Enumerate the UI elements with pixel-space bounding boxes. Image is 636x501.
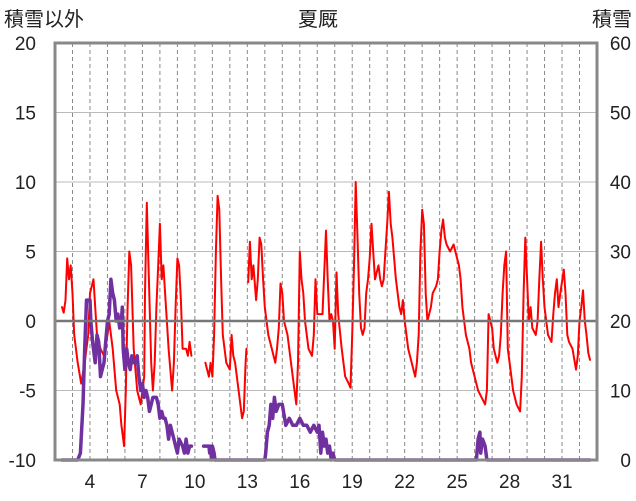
left-tick-label: 0 (25, 312, 36, 333)
left-tick-label: 20 (15, 34, 36, 55)
x-tick-label: 10 (184, 472, 205, 493)
left-tick-label: 10 (15, 173, 36, 194)
left-tick-label: -10 (9, 451, 36, 472)
right-axis-ticks: 60 50 40 30 20 10 0 (610, 34, 631, 472)
x-tick-label: 22 (394, 472, 415, 493)
chart-title: 夏厩 (298, 7, 338, 31)
x-axis-ticks: 4 7 10 13 16 19 22 25 28 31 (85, 472, 573, 493)
left-tick-label: 15 (15, 104, 36, 125)
left-tick-label: 5 (25, 243, 36, 264)
temperature-series-line (247, 181, 591, 413)
right-axis-label: 積雪 (592, 7, 632, 31)
right-tick-label: 40 (610, 173, 631, 194)
x-tick-label: 31 (551, 472, 572, 493)
right-tick-label: 0 (620, 451, 631, 472)
x-tick-label: 4 (85, 472, 96, 493)
right-tick-label: 60 (610, 34, 631, 55)
temperature-series-line (204, 194, 248, 420)
left-tick-label: -5 (19, 382, 36, 403)
right-tick-label: 30 (610, 243, 631, 264)
right-tick-label: 50 (610, 104, 631, 125)
right-tick-label: 10 (610, 382, 631, 403)
x-tick-label: 16 (289, 472, 310, 493)
right-tick-label: 20 (610, 312, 631, 333)
x-tick-label: 13 (237, 472, 258, 493)
x-tick-label: 19 (342, 472, 363, 493)
x-tick-label: 28 (499, 472, 520, 493)
plot-frame (53, 41, 599, 462)
left-axis-ticks: 20 15 10 5 0 -5 -10 (9, 34, 36, 472)
x-tick-label: 25 (447, 472, 468, 493)
snow-series-line (201, 444, 217, 462)
snow-series-line (214, 395, 592, 462)
x-tick-label: 7 (137, 472, 148, 493)
snow-series-line (60, 277, 194, 462)
left-axis-label: 積雪以外 (4, 7, 84, 31)
